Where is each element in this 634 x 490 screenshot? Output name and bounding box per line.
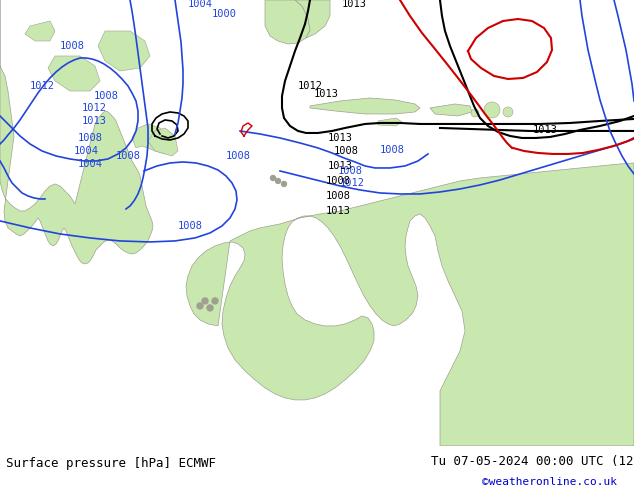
Polygon shape — [430, 104, 472, 116]
Polygon shape — [0, 0, 153, 264]
Circle shape — [276, 178, 280, 183]
Text: 1008: 1008 — [333, 146, 358, 156]
Circle shape — [207, 305, 213, 311]
Text: Tu 07-05-2024 00:00 UTC (12+132): Tu 07-05-2024 00:00 UTC (12+132) — [431, 455, 634, 468]
Text: 1008: 1008 — [60, 41, 84, 51]
Circle shape — [202, 298, 208, 304]
Circle shape — [212, 298, 218, 304]
Text: 1013: 1013 — [325, 206, 351, 216]
Text: 1008: 1008 — [93, 91, 119, 101]
Circle shape — [484, 102, 500, 118]
Text: 1008: 1008 — [380, 145, 404, 155]
Text: 1004: 1004 — [77, 159, 103, 169]
Text: 1004: 1004 — [74, 146, 98, 156]
Polygon shape — [132, 124, 170, 154]
Text: 1013: 1013 — [342, 0, 366, 9]
Polygon shape — [148, 128, 178, 156]
Text: 1012: 1012 — [297, 81, 323, 91]
Text: 1008: 1008 — [178, 221, 202, 231]
Circle shape — [471, 109, 479, 117]
Text: 1008: 1008 — [77, 133, 103, 143]
Text: ©weatheronline.co.uk: ©weatheronline.co.uk — [482, 477, 617, 487]
Text: 1008: 1008 — [325, 191, 351, 201]
Text: 1013: 1013 — [82, 116, 107, 126]
Text: 1008: 1008 — [325, 176, 351, 186]
Polygon shape — [25, 21, 55, 41]
Text: 1013-: 1013- — [533, 125, 564, 135]
Text: 1000: 1000 — [212, 9, 236, 19]
Text: 1004: 1004 — [188, 0, 212, 9]
Circle shape — [281, 181, 287, 187]
Text: 1013: 1013 — [328, 161, 353, 171]
Text: 1008: 1008 — [115, 151, 141, 161]
Circle shape — [503, 107, 513, 117]
Circle shape — [271, 175, 276, 180]
Polygon shape — [265, 0, 310, 44]
Text: Surface pressure [hPa] ECMWF: Surface pressure [hPa] ECMWF — [6, 457, 216, 470]
Circle shape — [197, 303, 203, 309]
Polygon shape — [378, 118, 402, 126]
Polygon shape — [295, 0, 330, 38]
Polygon shape — [98, 31, 150, 71]
Text: 1013: 1013 — [313, 89, 339, 99]
Text: 1013: 1013 — [328, 133, 353, 143]
Polygon shape — [48, 56, 100, 91]
Text: 1008: 1008 — [226, 151, 250, 161]
Polygon shape — [310, 98, 420, 114]
Text: 1012: 1012 — [339, 178, 365, 188]
Text: 1012: 1012 — [30, 81, 55, 91]
Text: 1008: 1008 — [337, 166, 363, 176]
Text: 1012: 1012 — [82, 103, 107, 113]
Polygon shape — [186, 163, 634, 446]
